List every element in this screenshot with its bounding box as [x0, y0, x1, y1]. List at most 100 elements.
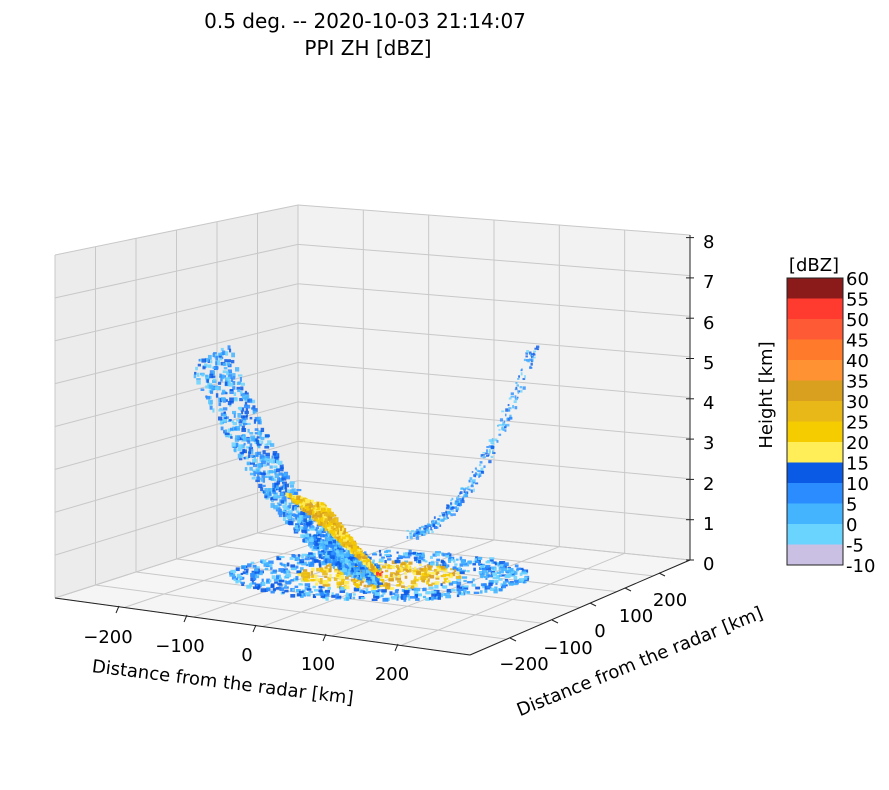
echo-cell: [536, 348, 540, 351]
echo-cell: [457, 502, 461, 506]
echo-cell: [388, 578, 394, 582]
echo-cell: [531, 358, 534, 362]
echo-cell: [357, 576, 362, 581]
echo-cell: [405, 564, 408, 568]
echo-cell: [354, 566, 360, 570]
echo-cell: [270, 571, 274, 575]
echo-cell: [424, 565, 427, 570]
echo-cell: [445, 506, 450, 510]
echo-cell: [370, 573, 376, 577]
echo-cell: [488, 453, 490, 457]
echo-cell: [363, 556, 368, 560]
echo-cell: [333, 577, 338, 581]
echo-cell: [363, 576, 366, 580]
echo-cell: [419, 552, 425, 556]
echo-cell: [349, 566, 352, 571]
echo-cell: [315, 593, 322, 596]
echo-cell: [362, 590, 368, 594]
echo-cell: [485, 564, 491, 568]
echo-cell: [285, 507, 289, 510]
echo-cell: [324, 566, 328, 571]
echo-cell: [229, 389, 234, 392]
echo-cell: [277, 495, 283, 499]
echo-cell: [406, 594, 410, 598]
echo-cell: [514, 580, 519, 585]
echo-cell: [478, 464, 482, 467]
echo-cell: [253, 471, 258, 474]
echo-cell: [335, 534, 339, 537]
echo-cell: [279, 562, 283, 565]
echo-cell: [208, 400, 211, 404]
echo-cell: [240, 382, 246, 386]
echo-cell: [345, 561, 348, 565]
echo-cell: [439, 518, 442, 522]
echo-cell: [320, 533, 324, 538]
echo-cell: [247, 404, 251, 409]
echo-cell: [320, 517, 324, 523]
echo-cell: [437, 522, 441, 526]
echo-cell: [352, 542, 357, 546]
echo-cell: [331, 592, 334, 595]
y-tick-mark: [589, 602, 597, 607]
echo-cell: [322, 541, 326, 545]
echo-cell: [453, 502, 457, 505]
echo-cell: [250, 561, 255, 565]
echo-cell: [242, 422, 248, 425]
echo-cell: [445, 554, 450, 558]
echo-cell: [265, 497, 269, 500]
echo-cell: [230, 569, 237, 574]
y-tick-label: −100: [543, 638, 592, 659]
echo-cell: [478, 475, 480, 478]
echo-cell: [503, 562, 509, 566]
echo-cell: [395, 577, 402, 581]
echo-cell: [403, 595, 406, 599]
echo-cell: [194, 371, 197, 375]
echo-cell: [308, 520, 313, 526]
echo-cell: [315, 526, 320, 530]
echo-cell: [270, 475, 274, 480]
echo-cell: [367, 572, 372, 577]
echo-cell: [323, 549, 327, 552]
echo-cell: [201, 373, 204, 376]
echo-cell: [337, 542, 343, 548]
echo-cell: [522, 579, 526, 584]
echo-cell: [422, 532, 426, 536]
echo-cell: [529, 351, 532, 355]
echo-cell: [391, 560, 397, 565]
echo-cell: [318, 562, 322, 566]
y-tick-labels: −200 −100 0 100 200: [499, 590, 687, 675]
echo-cell: [348, 553, 351, 558]
echo-cell: [255, 479, 260, 483]
echo-cell: [319, 567, 324, 571]
echo-cell: [336, 581, 340, 586]
echo-cell: [477, 561, 481, 566]
echo-cell: [414, 530, 418, 534]
echo-cell: [321, 586, 325, 589]
echo-cell: [239, 390, 243, 394]
echo-cell: [467, 560, 473, 564]
echo-cell: [367, 580, 371, 586]
echo-cell: [477, 556, 483, 560]
colorbar-tick-label: -5: [846, 536, 864, 557]
colorbar-cell: [787, 503, 843, 525]
echo-cell: [242, 421, 246, 425]
echo-cell: [492, 452, 496, 454]
echo-cell: [259, 454, 265, 458]
echo-cell: [448, 556, 452, 560]
echo-cell: [447, 511, 451, 515]
echo-cell: [232, 380, 236, 386]
echo-cell: [309, 540, 314, 544]
echo-cell: [421, 556, 424, 560]
echo-cell: [481, 570, 488, 573]
echo-cell: [262, 490, 266, 494]
echo-cell: [249, 472, 254, 476]
echo-cell: [229, 348, 232, 353]
colorbar-cell: [787, 360, 843, 381]
echo-cell: [348, 593, 353, 597]
echo-cell: [403, 589, 410, 594]
echo-cell: [279, 508, 282, 513]
echo-cell: [298, 590, 304, 594]
echo-cell: [354, 560, 357, 564]
echo-cell: [297, 573, 301, 577]
echo-cell: [251, 449, 254, 454]
